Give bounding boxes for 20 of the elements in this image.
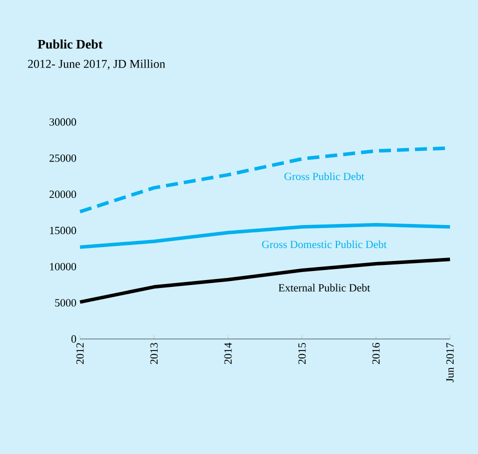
y-tick-label: 5000 (55, 299, 76, 307)
line-series (78, 258, 452, 304)
x-tick-label: 2016 (372, 342, 380, 364)
y-tick-label: 0 (71, 335, 76, 343)
series-label: External Public Debt (278, 284, 370, 292)
series-label: Gross Domestic Public Debt (262, 240, 387, 248)
y-tick-label: 10000 (50, 262, 76, 270)
x-tick-label: Jun 2017 (446, 342, 454, 382)
y-tick-label: 20000 (50, 190, 76, 198)
y-tick-label: 15000 (50, 226, 76, 234)
x-tick-label: 2015 (298, 342, 306, 364)
x-tick-label: 2014 (224, 342, 232, 364)
chart-subtitle: 2012- June 2017, JD Million (28, 60, 166, 70)
y-tick-label: 25000 (50, 154, 76, 162)
line-series (78, 222, 452, 249)
x-tick-label: 2012 (76, 343, 84, 364)
chart-title: Public Debt (38, 40, 103, 49)
y-tick-label: 30000 (50, 118, 76, 126)
series-label: Gross Public Debt (284, 172, 364, 180)
x-tick-label: 2013 (150, 342, 158, 364)
